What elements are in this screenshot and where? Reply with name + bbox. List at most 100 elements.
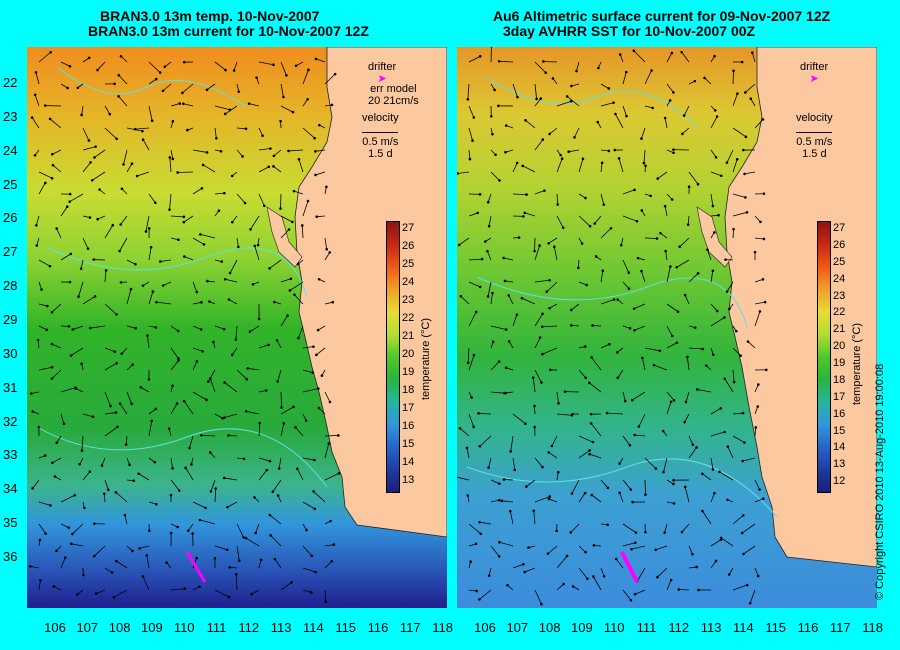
current-arrow-head: [651, 106, 654, 110]
current-arrow: [302, 369, 313, 373]
current-arrow-head: [289, 277, 293, 281]
current-arrow-head: [253, 244, 257, 248]
current-arrow: [490, 325, 507, 330]
current-arrow-head: [584, 376, 588, 380]
current-arrow-head: [230, 220, 234, 224]
current-arrow: [644, 347, 660, 352]
current-arrow: [280, 278, 291, 283]
colorbar-tick-label: 26: [402, 240, 415, 252]
current-arrow-head: [616, 298, 620, 301]
current-arrow-head: [736, 92, 739, 95]
current-arrow-head: [522, 215, 525, 218]
current-arrow: [600, 102, 614, 107]
current-arrow: [556, 472, 559, 481]
current-arrow-head: [758, 310, 762, 313]
current-arrow: [270, 535, 282, 547]
current-arrow: [126, 288, 132, 305]
current-arrow: [148, 420, 153, 437]
current-arrow-head: [570, 84, 573, 88]
current-arrow-head: [141, 138, 145, 141]
current-arrow-head: [644, 164, 647, 168]
current-arrow: [60, 206, 68, 217]
current-arrow: [258, 344, 269, 349]
current-arrow: [288, 149, 304, 152]
current-arrow-head: [325, 247, 328, 251]
current-arrow: [38, 366, 53, 371]
current-arrow: [113, 589, 128, 598]
current-arrow-head: [457, 243, 461, 247]
current-arrow-head: [314, 570, 317, 574]
current-arrow: [556, 100, 572, 107]
current-arrow: [302, 127, 315, 139]
current-arrow-head: [69, 354, 73, 357]
current-arrow: [170, 359, 179, 371]
current-arrow: [236, 523, 244, 538]
current-arrow-head: [80, 113, 83, 117]
current-arrow-head: [756, 405, 760, 408]
current-arrow-head: [137, 472, 141, 476]
left-colorbar: [386, 221, 400, 493]
current-arrow-head: [504, 124, 508, 127]
current-arrow: [634, 589, 646, 595]
current-arrow-head: [169, 531, 173, 535]
y-tick-label: 23: [3, 108, 18, 124]
current-arrow-head: [585, 283, 588, 287]
current-arrow-head: [201, 163, 205, 167]
current-arrow: [666, 342, 678, 349]
current-arrow-head: [92, 258, 96, 261]
current-arrow-head: [669, 400, 673, 404]
current-arrow: [276, 340, 282, 349]
current-arrow: [139, 545, 150, 549]
current-arrow: [185, 467, 194, 481]
current-arrow-head: [117, 73, 121, 77]
current-arrow-head: [305, 528, 308, 532]
current-arrow-head: [190, 463, 193, 466]
current-arrow-head: [672, 148, 675, 151]
current-arrow-head: [222, 327, 226, 331]
current-arrow-head: [491, 340, 495, 344]
current-arrow: [228, 434, 238, 437]
current-arrow: [641, 357, 646, 371]
current-arrow: [324, 544, 334, 547]
current-arrow-head: [535, 97, 538, 101]
current-arrow-head: [292, 189, 296, 193]
current-arrow: [148, 408, 157, 415]
current-arrow-head: [468, 157, 472, 161]
colorbar-tick-label: 14: [402, 456, 415, 468]
current-arrow-head: [114, 491, 118, 494]
current-arrow-head: [754, 426, 758, 429]
current-arrow-head: [258, 421, 262, 425]
current-arrow: [69, 193, 84, 203]
current-arrow: [225, 278, 238, 283]
current-arrow-head: [756, 574, 760, 578]
current-arrow: [258, 166, 269, 173]
current-arrow: [622, 523, 637, 533]
right-colorbar-label: temperature (°C): [851, 322, 863, 405]
current-arrow-head: [592, 575, 595, 578]
current-arrow: [754, 427, 757, 437]
current-arrow-head: [728, 307, 731, 311]
current-arrow-head: [110, 571, 114, 574]
current-arrow-head: [251, 283, 255, 286]
x-tick-label: 114: [733, 620, 754, 635]
velocity-scale-arrow: [362, 132, 399, 133]
current-arrow-head: [600, 161, 604, 165]
current-arrow: [298, 159, 304, 173]
current-arrow-head: [683, 485, 687, 489]
y-tick-label: 27: [3, 244, 18, 260]
current-arrow-head: [31, 410, 35, 413]
current-arrow-head: [753, 250, 757, 254]
current-arrow: [548, 498, 558, 503]
current-arrow: [258, 559, 262, 569]
current-arrow: [732, 211, 748, 217]
current-arrow-head: [222, 476, 226, 480]
left-title-line2: BRAN3.0 13m current for 10-Nov-2007 12Z: [88, 23, 369, 39]
current-arrow: [214, 127, 217, 139]
current-arrow: [547, 545, 558, 554]
current-arrow: [280, 391, 282, 408]
current-arrow-head: [195, 290, 199, 294]
current-arrow-head: [93, 156, 96, 159]
current-arrow-head: [182, 215, 186, 219]
current-arrow: [60, 557, 66, 569]
current-arrow: [685, 391, 690, 403]
